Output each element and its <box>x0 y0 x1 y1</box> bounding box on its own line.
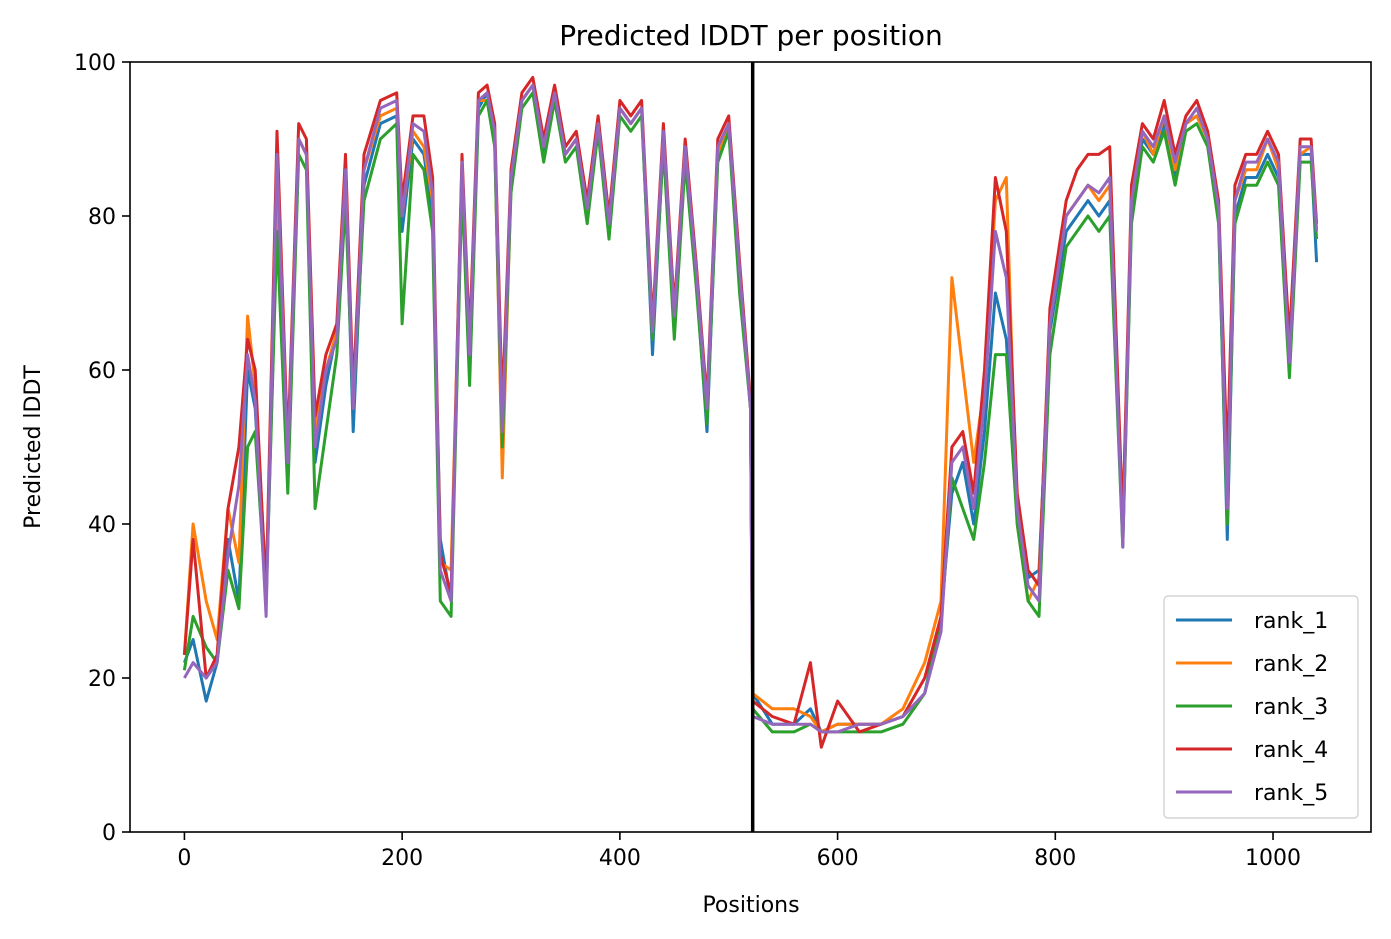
y-tick-label: 0 <box>102 821 116 846</box>
x-axis-label: Positions <box>702 893 799 918</box>
plot-area <box>129 61 1372 833</box>
legend-box <box>1163 595 1359 819</box>
x-tick-label: 200 <box>381 846 423 871</box>
x-tick-label: 600 <box>817 846 859 871</box>
legend-label-rank-1: rank_1 <box>1254 609 1328 634</box>
legend-label-rank-2: rank_2 <box>1254 652 1328 677</box>
y-axis-ticks: 0 20 40 60 80 100 <box>74 51 130 846</box>
x-tick-label: 1000 <box>1245 846 1301 871</box>
series-layer <box>182 75 1319 749</box>
x-axis-ticks: 0 200 400 600 800 1000 <box>177 832 1301 871</box>
y-tick-label: 40 <box>88 513 116 538</box>
legend-label-rank-3: rank_3 <box>1254 695 1328 720</box>
x-tick-label: 0 <box>177 846 191 871</box>
legend-label-rank-5: rank_5 <box>1254 781 1328 806</box>
legend-items: rank_1 rank_2 rank_3 rank_4 rank_5 <box>1176 609 1328 806</box>
x-tick-label: 400 <box>599 846 641 871</box>
x-tick-label: 800 <box>1034 846 1076 871</box>
y-tick-label: 100 <box>74 51 116 76</box>
y-tick-label: 60 <box>88 359 116 384</box>
plot-frame <box>129 61 1372 833</box>
legend-label-rank-4: rank_4 <box>1254 738 1328 763</box>
series-line-rank-5 <box>183 83 1319 734</box>
chart-title: Predicted lDDT per position <box>559 19 943 52</box>
legend: rank_1 rank_2 rank_3 rank_4 rank_5 <box>1163 595 1359 819</box>
y-axis-label: Predicted lDDT <box>21 365 46 529</box>
y-tick-label: 20 <box>88 667 116 692</box>
y-tick-label: 80 <box>88 205 116 230</box>
